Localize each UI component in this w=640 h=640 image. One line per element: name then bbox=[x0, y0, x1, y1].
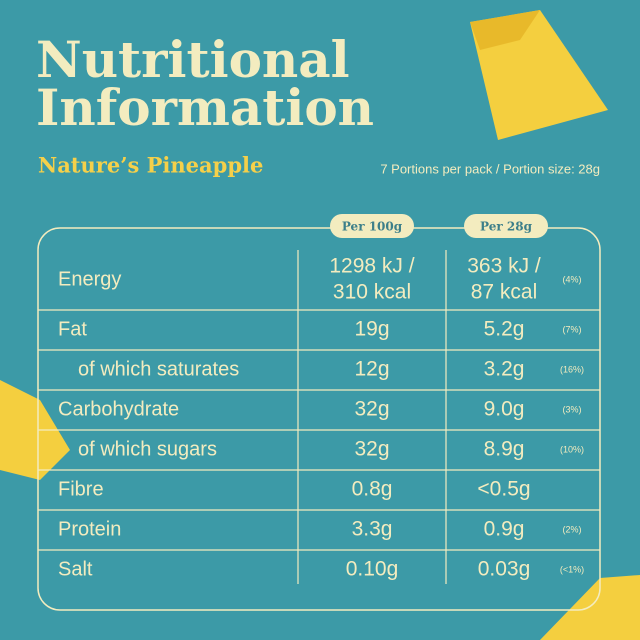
value: 0.03g bbox=[478, 558, 531, 581]
value: 9.0g bbox=[484, 398, 525, 421]
reference-intake: (<1%) bbox=[560, 564, 584, 574]
value: 19g bbox=[354, 318, 389, 341]
row-label: Fibre bbox=[58, 478, 104, 500]
value: 310 kcal bbox=[333, 281, 411, 304]
subtitle: Nature’s Pineapple bbox=[38, 153, 263, 178]
row-label: Protein bbox=[58, 518, 121, 540]
value: 5.2g bbox=[484, 318, 525, 341]
value: 87 kcal bbox=[471, 281, 538, 304]
row-label: Carbohydrate bbox=[58, 398, 179, 420]
portion-note: 7 Portions per pack / Portion size: 28g bbox=[380, 161, 600, 176]
reference-intake: (3%) bbox=[562, 404, 581, 414]
reference-intake: (2%) bbox=[562, 524, 581, 534]
reference-intake: (7%) bbox=[562, 324, 581, 334]
row-label: of which sugars bbox=[78, 438, 217, 460]
reference-intake: (10%) bbox=[560, 444, 584, 454]
table-frame bbox=[37, 227, 601, 611]
value: 0.10g bbox=[346, 558, 399, 581]
title-line: Nutritional bbox=[36, 30, 350, 89]
value: 32g bbox=[354, 438, 389, 461]
title-line: Information bbox=[36, 78, 374, 137]
reference-intake: (16%) bbox=[560, 364, 584, 374]
row-label: of which saturates bbox=[78, 358, 239, 380]
pineapple-left bbox=[0, 380, 70, 480]
pineapple-bottom bbox=[540, 575, 640, 640]
column-pill bbox=[330, 214, 414, 238]
column-header: Per 100g bbox=[342, 220, 403, 234]
row-label: Energy bbox=[58, 268, 121, 290]
pineapple-top bbox=[470, 10, 608, 140]
value: 363 kJ / bbox=[467, 255, 541, 278]
column-header: Per 28g bbox=[480, 220, 533, 234]
row-label: Salt bbox=[58, 558, 93, 580]
column-pill bbox=[464, 214, 548, 238]
value: <0.5g bbox=[477, 478, 530, 501]
value: 12g bbox=[354, 358, 389, 381]
row-label: Fat bbox=[58, 318, 87, 340]
reference-intake: (4%) bbox=[562, 274, 581, 284]
value: 0.8g bbox=[352, 478, 393, 501]
value: 32g bbox=[354, 398, 389, 421]
value: 8.9g bbox=[484, 438, 525, 461]
value: 1298 kJ / bbox=[329, 255, 414, 278]
value: 0.9g bbox=[484, 518, 525, 541]
value: 3.3g bbox=[352, 518, 393, 541]
value: 3.2g bbox=[484, 358, 525, 381]
